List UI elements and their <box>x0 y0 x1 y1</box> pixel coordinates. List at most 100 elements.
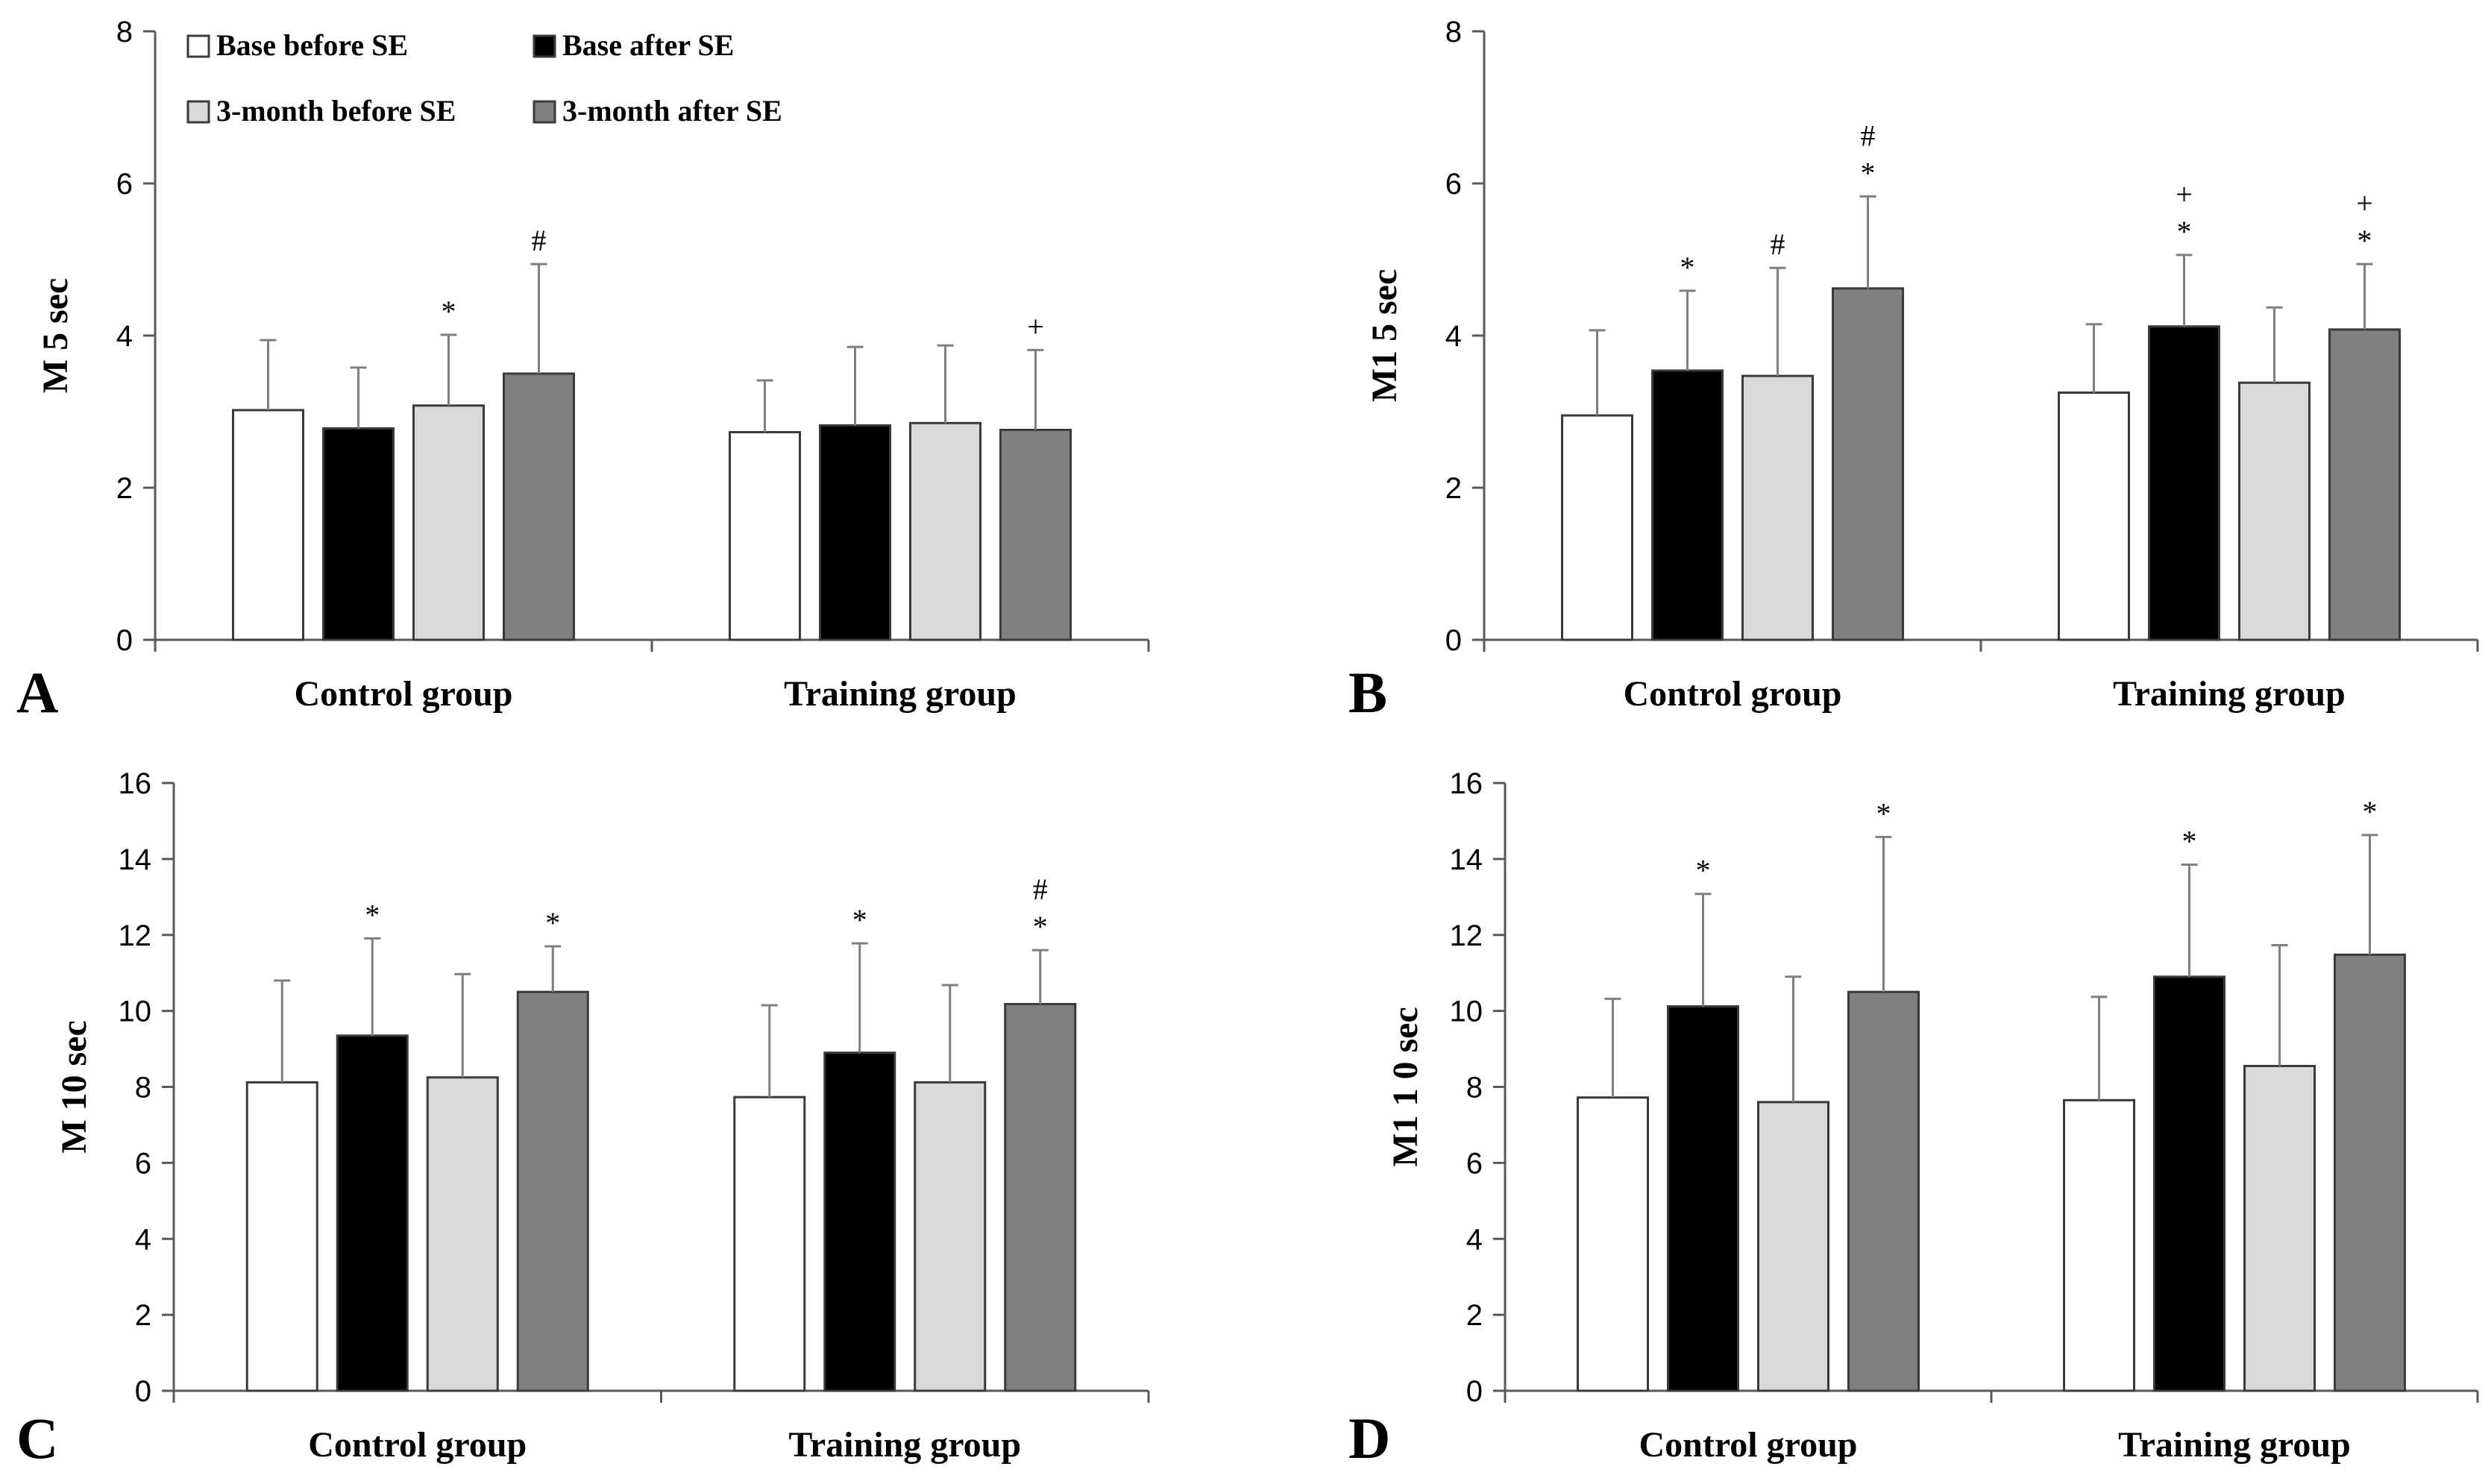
legend-label: Base after SE <box>562 28 734 62</box>
bar <box>1651 369 1724 641</box>
bar <box>2334 953 2406 1392</box>
bar <box>516 990 589 1392</box>
bar <box>412 404 485 641</box>
y-tick-label: 6 <box>1466 1147 1483 1180</box>
significance-marker: * <box>1876 796 1891 830</box>
bar <box>733 1095 806 1392</box>
legend-item: Base before SE <box>186 28 408 62</box>
y-tick-label: 2 <box>1466 1299 1483 1332</box>
legend-item: Base after SE <box>533 28 734 62</box>
bar <box>1667 1005 1739 1392</box>
chart-panel-d: 0 2 4 6 8 10 12 14 16 M1 1 0 sec Control group Trai… <box>1348 767 2479 1471</box>
bar <box>2058 392 2130 641</box>
y-tick-label: 0 <box>135 1375 151 1408</box>
panel-letter: D <box>1348 1406 1390 1471</box>
significance-marker: * <box>2177 215 2192 248</box>
legend: Base before SE Base after SE 3-month befor… <box>186 28 782 128</box>
y-tick-label: 4 <box>1466 1223 1483 1256</box>
significance-marker: * <box>2358 224 2372 257</box>
significance-marker: * <box>2182 825 2197 858</box>
category-label: Training group <box>2113 674 2346 714</box>
significance-marker: + <box>1027 309 1044 343</box>
bar <box>503 372 575 641</box>
y-tick-label: 8 <box>116 16 133 48</box>
bar <box>2148 325 2220 641</box>
y-tick-label: 6 <box>116 168 133 201</box>
category-label: Control group <box>1624 674 1842 714</box>
y-tick-label: 8 <box>135 1072 151 1104</box>
legend-swatch <box>533 34 556 58</box>
panel-letter: C <box>16 1406 58 1471</box>
significance-marker: * <box>545 906 560 940</box>
category-label: Control group <box>295 674 513 714</box>
bar <box>232 409 304 641</box>
significance-marker: # <box>1861 119 1876 152</box>
bar <box>1004 1002 1077 1392</box>
bar <box>322 427 395 641</box>
y-tick-label: 10 <box>119 996 152 1028</box>
bar <box>1577 1096 1649 1392</box>
legend-swatch <box>533 100 556 124</box>
legend-label: 3-month after SE <box>562 94 782 128</box>
significance-marker: * <box>1680 251 1695 284</box>
y-tick-label: 14 <box>119 843 152 876</box>
bar <box>2063 1098 2135 1392</box>
significance-marker: * <box>1033 910 1048 943</box>
y-tick-label: 4 <box>1445 320 1462 353</box>
y-tick-label: 4 <box>116 320 133 353</box>
bar <box>1561 414 1633 641</box>
legend-item: 3-month after SE <box>533 94 782 128</box>
y-axis-label: M 5 sec <box>36 278 75 394</box>
bar <box>819 424 891 641</box>
legend-label: Base before SE <box>216 28 408 62</box>
bar <box>1832 287 1904 641</box>
significance-marker: * <box>1696 854 1711 887</box>
category-label: Control group <box>1639 1425 1858 1465</box>
significance-marker: * <box>2363 795 2378 829</box>
y-tick-label: 0 <box>116 624 133 657</box>
bar <box>245 1081 318 1392</box>
y-tick-label: 0 <box>1445 624 1462 657</box>
bar <box>999 428 1072 641</box>
significance-marker: + <box>2356 186 2373 220</box>
y-axis-label: M 10 sec <box>54 1020 94 1154</box>
significance-marker: # <box>1033 873 1048 906</box>
legend-item: 3-month before SE <box>186 94 456 128</box>
y-axis-label: M1 1 0 sec <box>1386 1007 1425 1167</box>
significance-marker: * <box>442 295 456 328</box>
significance-marker: # <box>532 224 547 257</box>
significance-marker: * <box>1861 156 1876 189</box>
bar <box>729 431 801 641</box>
y-tick-label: 10 <box>1450 996 1483 1028</box>
panel-letter: B <box>1348 660 1387 725</box>
panel-letter: A <box>16 660 58 725</box>
category-label: Training group <box>784 674 1017 714</box>
y-tick-label: 2 <box>135 1299 151 1332</box>
y-axis-label: M1 5 sec <box>1365 269 1404 403</box>
y-tick-label: 8 <box>1445 16 1462 48</box>
bar <box>914 1081 987 1392</box>
y-tick-label: 6 <box>135 1147 151 1180</box>
bar <box>2153 975 2225 1392</box>
significance-marker: * <box>852 903 867 937</box>
y-tick-label: 12 <box>119 919 152 952</box>
y-tick-label: 0 <box>1466 1375 1483 1408</box>
legend-swatch <box>186 100 210 124</box>
y-tick-label: 16 <box>119 767 152 800</box>
bar <box>2328 328 2401 641</box>
significance-marker: * <box>365 898 380 931</box>
category-label: Control group <box>308 1425 527 1465</box>
bar <box>823 1051 896 1392</box>
chart-panel-c: 0 2 4 6 8 10 12 14 16 M 10 sec Control group Traini… <box>16 767 1150 1471</box>
chart-panel-a: 0 2 4 6 8 M 5 sec Control group Training group A… <box>16 16 1150 725</box>
bar <box>909 421 981 641</box>
y-tick-label: 8 <box>1466 1072 1483 1104</box>
y-tick-label: 2 <box>116 472 133 505</box>
category-label: Training group <box>788 1425 1021 1465</box>
bar <box>2238 381 2311 641</box>
y-tick-label: 16 <box>1450 767 1483 800</box>
y-tick-label: 4 <box>135 1223 151 1256</box>
y-tick-label: 14 <box>1450 843 1483 876</box>
bar <box>1757 1101 1829 1392</box>
